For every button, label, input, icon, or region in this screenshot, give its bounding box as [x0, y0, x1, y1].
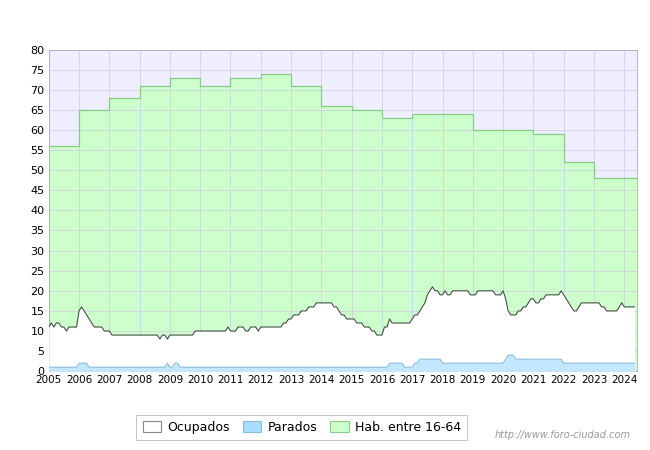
- Text: Asín - Evolucion de la poblacion en edad de Trabajar Mayo de 2024: Asín - Evolucion de la poblacion en edad…: [79, 13, 571, 29]
- Legend: Ocupados, Parados, Hab. entre 16-64: Ocupados, Parados, Hab. entre 16-64: [136, 414, 467, 440]
- Text: http://www.foro-ciudad.com: http://www.foro-ciudad.com: [495, 430, 630, 440]
